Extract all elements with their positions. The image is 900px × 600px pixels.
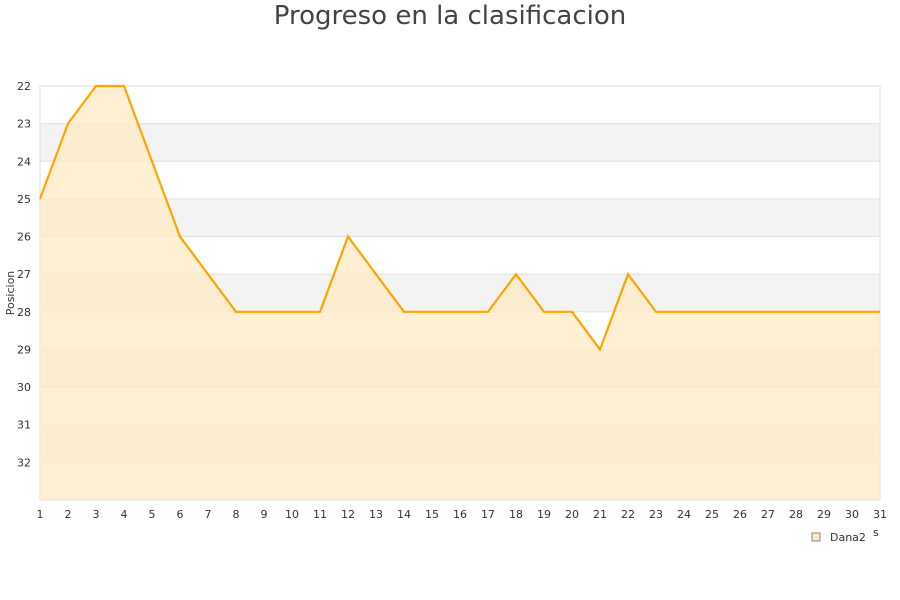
y-tick-label: 24 (17, 155, 31, 168)
x-tick-label: 23 (649, 508, 663, 521)
x-tick-label: 20 (565, 508, 579, 521)
x-tick-label: 3 (93, 508, 100, 521)
x-tick-label: 2 (65, 508, 72, 521)
x-tick-label: 7 (205, 508, 212, 521)
grid-band (40, 86, 880, 124)
x-tick-label: 9 (261, 508, 268, 521)
grid-band (40, 161, 880, 199)
x-tick-label: 4 (121, 508, 128, 521)
x-tick-label: 1 (37, 508, 44, 521)
x-tick-label: 30 (845, 508, 859, 521)
y-tick-label: 22 (17, 80, 31, 93)
x-tick-label: 13 (369, 508, 383, 521)
x-tick-label: 6 (177, 508, 184, 521)
x-tick-label: 8 (233, 508, 240, 521)
x-axis-label: s (873, 526, 879, 539)
x-tick-label: 29 (817, 508, 831, 521)
y-tick-label: 30 (17, 381, 31, 394)
x-tick-label: 24 (677, 508, 691, 521)
y-axis-label: Posicion (4, 271, 17, 316)
x-tick-label: 21 (593, 508, 607, 521)
x-tick-label: 17 (481, 508, 495, 521)
x-tick-label: 10 (285, 508, 299, 521)
x-tick-label: 14 (397, 508, 411, 521)
y-tick-label: 28 (17, 306, 31, 319)
y-tick-label: 23 (17, 118, 31, 131)
x-tick-label: 28 (789, 508, 803, 521)
x-tick-label: 22 (621, 508, 635, 521)
y-tick-label: 25 (17, 193, 31, 206)
series-area (40, 86, 880, 500)
y-tick-label: 32 (17, 456, 31, 469)
x-tick-label: 16 (453, 508, 467, 521)
x-tick-label: 25 (705, 508, 719, 521)
chart-title: Progreso en la clasificacion (274, 1, 626, 31)
legend-swatch (811, 532, 821, 542)
x-tick-label: 27 (761, 508, 775, 521)
legend: Dana2 (811, 531, 866, 544)
x-tick-label: 11 (313, 508, 327, 521)
x-tick-label: 18 (509, 508, 523, 521)
x-tick-label: 15 (425, 508, 439, 521)
y-tick-label: 29 (17, 343, 31, 356)
y-tick-label: 26 (17, 231, 31, 244)
y-tick-label: 27 (17, 268, 31, 281)
x-tick-label: 19 (537, 508, 551, 521)
x-tick-label: 26 (733, 508, 747, 521)
grid-band (40, 198, 880, 237)
x-tick-label: 12 (341, 508, 355, 521)
legend-label: Dana2 (830, 531, 866, 544)
x-tick-label: 31 (873, 508, 887, 521)
y-tick-label: 31 (17, 419, 31, 432)
x-tick-label: 5 (149, 508, 156, 521)
grid-band (40, 123, 880, 162)
